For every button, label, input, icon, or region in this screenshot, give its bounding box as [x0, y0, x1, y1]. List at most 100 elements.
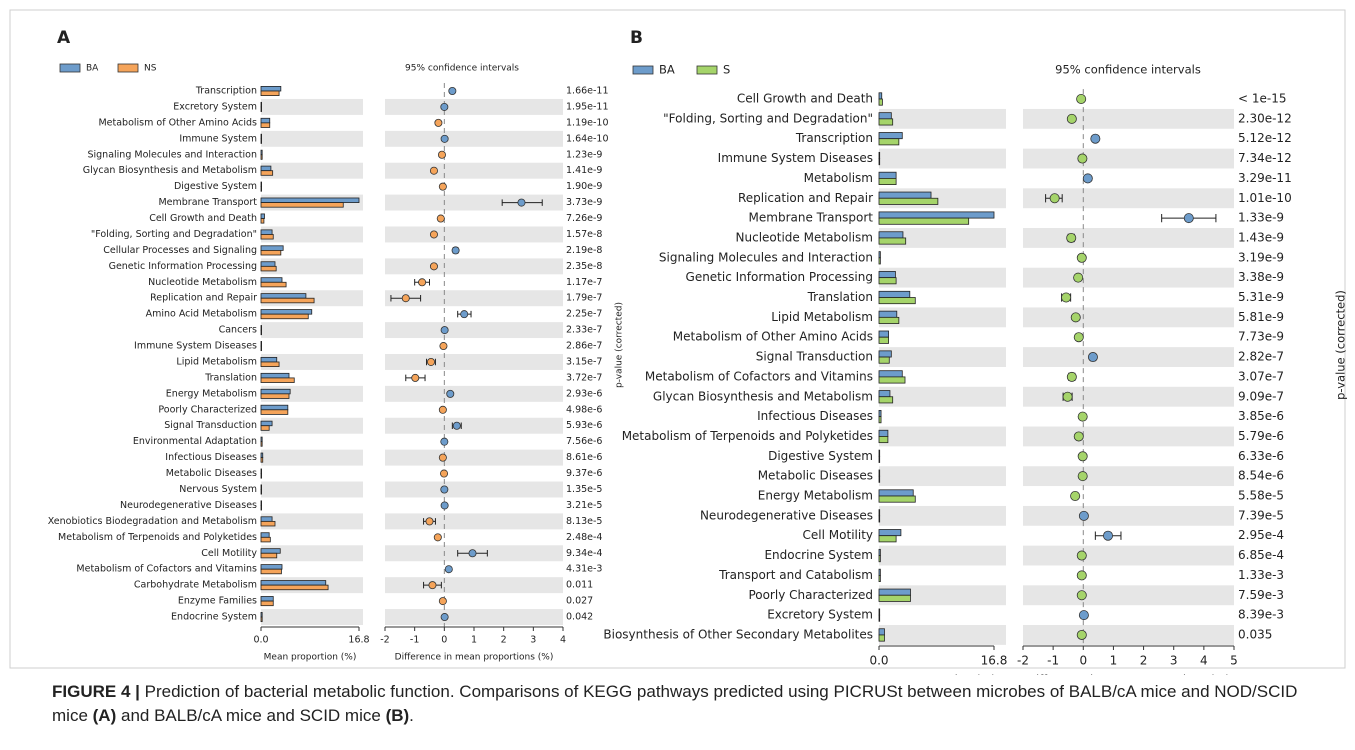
difference-point [440, 326, 449, 335]
row-band [1023, 625, 1234, 645]
p-value: 7.39e-5 [1238, 508, 1284, 522]
row-band [1023, 426, 1234, 447]
category-label: Metabolic Diseases [758, 469, 873, 483]
x-tick-label: -1 [1047, 654, 1059, 668]
category-label: Metabolism of Cofactors and Vitamins [76, 564, 257, 575]
p-value: 0.011 [566, 580, 593, 591]
row-band [385, 258, 563, 275]
bar [878, 356, 890, 364]
row-band [385, 385, 563, 402]
category-label: Membrane Transport [749, 211, 874, 225]
row-band [385, 609, 563, 625]
difference-point [1049, 193, 1060, 204]
bar [260, 117, 271, 124]
bar [878, 628, 885, 636]
category-label: Glycan Biosynthesis and Metabolism [653, 389, 873, 403]
category-label: Energy Metabolism [166, 388, 257, 399]
category-label: Nervous System [179, 484, 257, 495]
bar [260, 261, 276, 267]
bar [260, 122, 271, 128]
p-value: 1.43e-9 [1238, 230, 1284, 244]
row-band [385, 354, 563, 370]
difference-point [1066, 113, 1077, 124]
bar [878, 231, 904, 239]
category-label: Energy Metabolism [758, 489, 873, 503]
x-axis-title: Mean proportion (%) [264, 653, 357, 663]
bar [878, 588, 911, 596]
frame [9, 9, 1346, 669]
bar [260, 584, 329, 591]
bar [260, 420, 273, 427]
x-tick-label: 2 [1140, 654, 1148, 668]
bar [878, 409, 882, 417]
category-label: Translation [204, 372, 257, 383]
panel-label: B [630, 28, 643, 48]
bar [878, 237, 907, 245]
bar [878, 614, 881, 622]
bar [878, 449, 881, 457]
difference-point [440, 134, 449, 143]
category-label: Excretory System [767, 608, 873, 622]
row-band [1023, 267, 1234, 288]
bar [260, 361, 280, 367]
row-band [385, 130, 563, 147]
bar [260, 281, 287, 288]
row-band [1023, 505, 1234, 526]
bar [260, 536, 271, 543]
difference-point [1183, 213, 1194, 224]
p-value: 2.93e-6 [566, 388, 602, 399]
bar [878, 197, 939, 205]
p-value-title: p-value (corrected) [1334, 290, 1348, 400]
bar [260, 90, 280, 96]
bar [260, 106, 262, 112]
difference-point [429, 230, 438, 239]
bar [878, 594, 911, 602]
p-value: 3.15e-7 [566, 356, 602, 367]
x-tick-label: 16.8 [981, 654, 1008, 668]
bar [260, 564, 283, 570]
difference-point [434, 118, 443, 127]
bar [878, 529, 902, 537]
bar [878, 310, 898, 318]
bar [260, 500, 262, 506]
bar [878, 390, 891, 398]
bar [878, 429, 889, 437]
bar [878, 158, 881, 166]
x-tick-label: 5 [1230, 654, 1238, 668]
p-value: 7.34e-12 [1238, 151, 1292, 165]
category-label: Metabolism of Terpenoids and Polyketides [622, 429, 873, 443]
panel-label: A [57, 28, 71, 48]
category-label: Biosynthesis of Other Secondary Metaboli… [603, 627, 873, 641]
category-label: Metabolism of Terpenoids and Polyketides [58, 532, 257, 543]
difference-point [433, 533, 442, 542]
bar [260, 329, 262, 336]
bar [260, 468, 262, 474]
difference-point [1078, 610, 1089, 621]
bar [260, 580, 327, 586]
x-tick-label: 3 [530, 635, 536, 646]
category-label: Immune System [179, 133, 257, 144]
x-tick-label: 4 [560, 635, 566, 646]
p-value: 2.30e-12 [1238, 111, 1292, 125]
bar [260, 293, 307, 299]
bar [878, 138, 900, 146]
row-band [879, 545, 1006, 566]
category-label: Infectious Diseases [165, 452, 257, 463]
bar [878, 634, 885, 642]
p-value: 9.37e-6 [566, 468, 602, 479]
bar [878, 92, 883, 100]
difference-point [1076, 629, 1087, 640]
x-tick-label: 0.0 [253, 635, 268, 646]
bar [260, 197, 360, 203]
bar [260, 552, 278, 559]
category-label: Signaling Molecules and Interaction [87, 149, 257, 160]
p-value: 9.09e-7 [1238, 389, 1284, 403]
bar [878, 376, 906, 384]
row-band [879, 267, 1006, 288]
p-value: 1.64e-10 [566, 133, 609, 144]
bar [878, 568, 881, 576]
difference-point [418, 278, 427, 287]
difference-point [460, 310, 469, 319]
row-band [261, 162, 363, 179]
